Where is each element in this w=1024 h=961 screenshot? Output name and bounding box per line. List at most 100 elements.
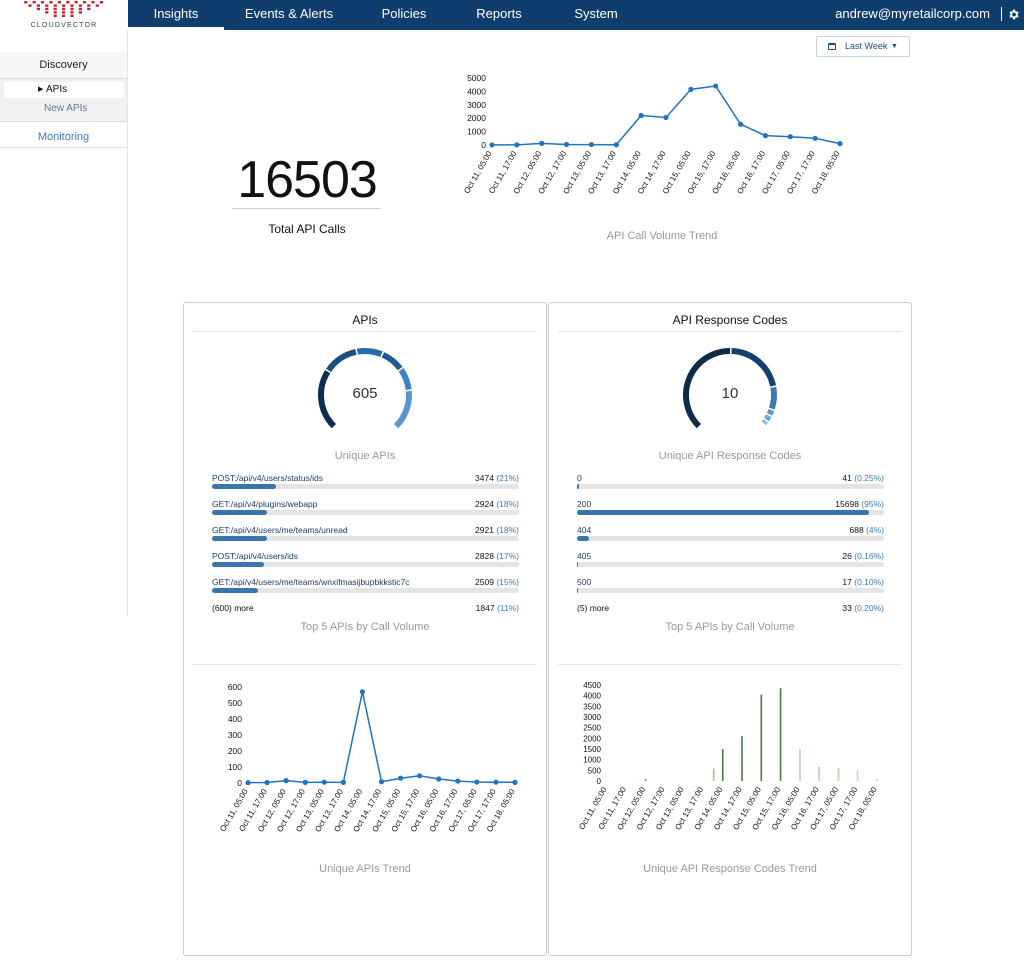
- bar[interactable]: [837, 768, 840, 781]
- list-item[interactable]: GET:/api/v4/users/me/teams/wnxifmasijbup…: [212, 577, 519, 603]
- user-email[interactable]: andrew@myretailcorp.com: [835, 6, 990, 21]
- data-point[interactable]: [417, 773, 423, 779]
- data-point[interactable]: [283, 778, 289, 784]
- tab-events-alerts[interactable]: Events & Alerts: [244, 6, 334, 21]
- data-point[interactable]: [512, 779, 518, 785]
- row-label[interactable]: GET:/api/v4/users/me/teams/wnxifmasijbup…: [212, 577, 410, 587]
- bar[interactable]: [779, 688, 782, 781]
- bar[interactable]: [876, 779, 878, 781]
- data-point[interactable]: [539, 140, 545, 146]
- tab-policies[interactable]: Policies: [381, 6, 427, 21]
- row-label[interactable]: GET:/api/v4/plugins/webapp: [212, 499, 318, 509]
- data-point[interactable]: [688, 86, 694, 92]
- y-tick-label: 4000: [467, 86, 486, 96]
- data-point[interactable]: [563, 141, 570, 148]
- panel-divider: [558, 664, 902, 665]
- bar[interactable]: [721, 749, 724, 781]
- bar[interactable]: [760, 694, 763, 781]
- list-item[interactable]: GET:/api/v4/users/me/teams/unread 2921 (1…: [212, 525, 519, 551]
- data-point[interactable]: [436, 776, 442, 782]
- gauge-segment: [318, 370, 337, 429]
- tab-insights[interactable]: Insights: [128, 0, 224, 30]
- row-value: 2921 (18%): [475, 525, 519, 535]
- row-count: 17: [842, 577, 852, 587]
- y-tick-label: 0: [237, 778, 242, 788]
- data-point[interactable]: [264, 779, 270, 786]
- more-row[interactable]: (600) more 1847 (11%): [212, 603, 519, 629]
- data-point[interactable]: [737, 121, 744, 127]
- bar[interactable]: [799, 749, 801, 781]
- list-item[interactable]: GET:/api/v4/plugins/webapp 2924 (18%): [212, 499, 519, 525]
- data-point[interactable]: [812, 135, 818, 141]
- progress-fill: [577, 484, 579, 489]
- sidebar-item-discovery[interactable]: Discovery: [0, 52, 127, 78]
- logo-dot: [53, 4, 57, 7]
- bar[interactable]: [818, 767, 820, 781]
- row-label[interactable]: POST:/api/v4/users/ids: [212, 551, 298, 561]
- date-range-dropdown[interactable]: Last Week ▼: [816, 36, 910, 57]
- list-item[interactable]: 500 17 (0.10%): [577, 577, 884, 603]
- data-point[interactable]: [493, 779, 499, 785]
- tab-system[interactable]: System: [574, 6, 618, 21]
- logo-dot: [66, 1, 70, 4]
- bar[interactable]: [741, 736, 743, 781]
- bar[interactable]: [856, 770, 859, 781]
- logo-dot: [45, 7, 49, 11]
- logo-dot: [74, 1, 78, 4]
- more-row[interactable]: (5) more 33 (0.20%): [577, 603, 884, 629]
- logo-dot: [36, 7, 40, 11]
- data-point[interactable]: [638, 112, 644, 119]
- data-point[interactable]: [245, 780, 251, 786]
- gear-icon[interactable]: [1007, 8, 1020, 21]
- row-count: 15698: [835, 499, 859, 509]
- data-point[interactable]: [455, 778, 461, 784]
- logo-dot: [95, 4, 99, 7]
- row-label[interactable]: GET:/api/v4/users/me/teams/unread: [212, 525, 348, 535]
- y-tick-label: 300: [228, 730, 242, 740]
- bar[interactable]: [644, 779, 647, 781]
- tab-reports[interactable]: Reports: [476, 6, 522, 21]
- data-point[interactable]: [397, 775, 404, 781]
- data-point[interactable]: [378, 779, 385, 785]
- row-label[interactable]: 404: [577, 525, 592, 535]
- unique-response-codes-gauge: [683, 348, 777, 429]
- data-point[interactable]: [713, 83, 719, 89]
- data-point[interactable]: [340, 779, 346, 785]
- progress-fill: [577, 536, 590, 541]
- row-label[interactable]: POST:/api/v4/users/status/ids: [212, 473, 324, 483]
- unique-apis-caption: Unique APIs: [334, 450, 396, 462]
- list-item[interactable]: 200 15698 (95%): [577, 499, 884, 525]
- row-label[interactable]: 405: [577, 551, 592, 561]
- row-label[interactable]: 500: [577, 577, 592, 587]
- data-point[interactable]: [474, 779, 480, 785]
- list-item[interactable]: 0 41 (0.25%): [577, 473, 884, 499]
- row-label[interactable]: 200: [577, 499, 592, 509]
- list-item[interactable]: POST:/api/v4/users/ids 2828 (17%): [212, 551, 519, 577]
- data-point[interactable]: [663, 114, 669, 121]
- data-point[interactable]: [321, 779, 327, 785]
- data-point[interactable]: [588, 141, 595, 148]
- logo-dot: [62, 4, 66, 7]
- brand-logo[interactable]: CLOUDVECTOR: [0, 0, 128, 30]
- y-tick-label: 4500: [583, 681, 601, 690]
- data-point[interactable]: [762, 133, 769, 139]
- apis-panel-title: APIs: [352, 313, 378, 327]
- data-point[interactable]: [489, 142, 495, 148]
- sidebar-item-monitoring[interactable]: Monitoring: [0, 127, 127, 148]
- sidebar-item-new-apis[interactable]: New APIs: [44, 103, 88, 114]
- list-item[interactable]: POST:/api/v4/users/status/ids 3474 (21%): [212, 473, 519, 499]
- data-point[interactable]: [787, 134, 793, 140]
- list-item[interactable]: 405 26 (0.16%): [577, 551, 884, 577]
- gauge-segment: [761, 419, 769, 426]
- data-point[interactable]: [514, 142, 520, 148]
- data-point[interactable]: [302, 779, 308, 785]
- data-point[interactable]: [359, 689, 366, 695]
- row-label[interactable]: 0: [577, 473, 582, 483]
- sidebar-item-apis[interactable]: ▶ APIs: [4, 82, 124, 98]
- list-item[interactable]: 404 688 (4%): [577, 525, 884, 551]
- progress-track: [212, 536, 519, 541]
- logo-dot: [32, 1, 36, 4]
- data-point[interactable]: [613, 142, 619, 148]
- bar[interactable]: [712, 768, 715, 781]
- data-point[interactable]: [837, 141, 843, 147]
